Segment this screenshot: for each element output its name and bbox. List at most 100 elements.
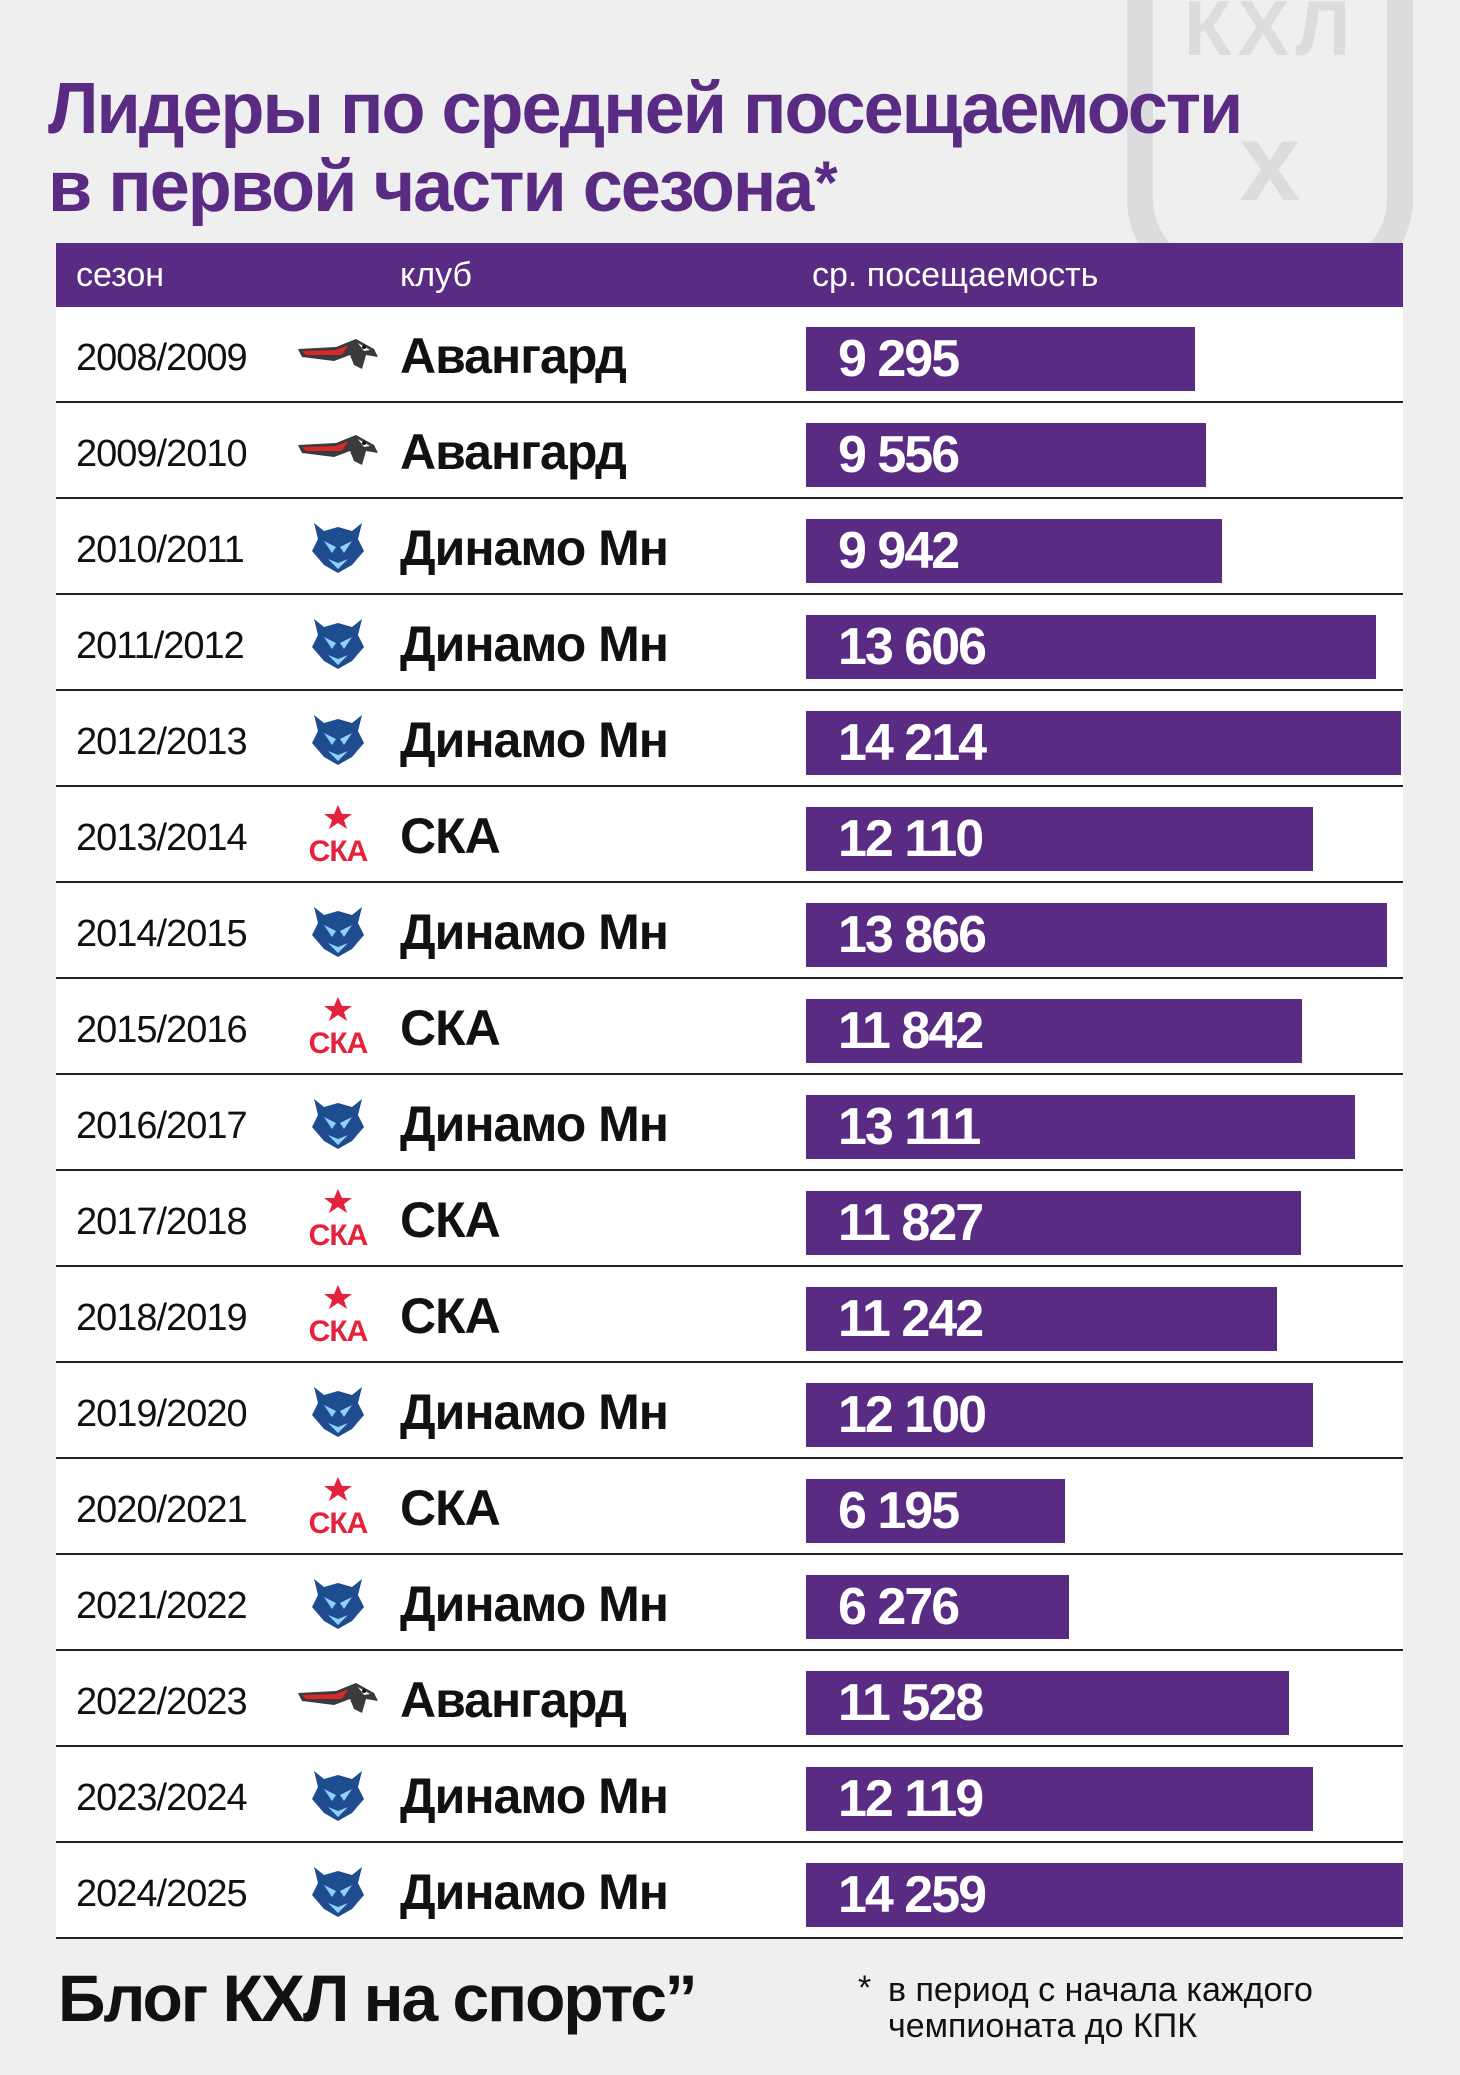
season-label: 2012/2013 <box>76 721 248 763</box>
title-line-2: в первой части сезона <box>48 147 814 227</box>
season-label: 2008/2009 <box>76 337 248 379</box>
attendance-value: 9 942 <box>838 522 960 580</box>
ska-logo: СКА <box>296 1285 380 1348</box>
ska-logo: СКА <box>296 1189 380 1252</box>
dinamo-mn-logo <box>296 613 380 673</box>
season-label: 2017/2018 <box>76 1201 248 1243</box>
footnote-text: в период с начала каждого чемпионата до … <box>888 1971 1313 2045</box>
table-row: 2016/2017 Динамо Мн 13 111 <box>56 1075 1403 1171</box>
season-label: 2015/2016 <box>76 1009 248 1051</box>
club-name: Динамо Мн <box>400 616 669 672</box>
attendance-table: сезон клуб ср. посещаемость 2008/2009 Ава… <box>56 243 1403 1939</box>
table-row: 2017/2018 СКА СКА 11 827 <box>56 1171 1403 1267</box>
table-row: 2010/2011 Динамо Мн 9 942 <box>56 499 1403 595</box>
table-row: 2018/2019 СКА СКА 11 242 <box>56 1267 1403 1363</box>
avangard-logo <box>296 1669 380 1729</box>
table-row: 2020/2021 СКА СКА 6 195 <box>56 1459 1403 1555</box>
ska-logo: СКА <box>296 1477 380 1540</box>
season-label: 2021/2022 <box>76 1585 248 1627</box>
attendance-value: 6 276 <box>838 1578 960 1636</box>
table-row: 2014/2015 Динамо Мн 13 866 <box>56 883 1403 979</box>
attendance-value: 13 866 <box>838 906 987 964</box>
attendance-bar <box>806 1767 1313 1831</box>
attendance-value: 12 110 <box>838 810 984 868</box>
attendance-bar <box>806 1863 1403 1927</box>
svg-text:СКА: СКА <box>309 1507 368 1537</box>
dinamo-mn-logo <box>296 1573 380 1633</box>
season-label: 2009/2010 <box>76 433 248 475</box>
footer-brand: Блог КХЛ на спортс’’ <box>58 1961 697 2035</box>
svg-text:СКА: СКА <box>309 1315 368 1345</box>
avangard-logo <box>296 421 380 481</box>
attendance-bar <box>806 327 1195 391</box>
attendance-bar <box>806 1287 1277 1351</box>
season-label: 2019/2020 <box>76 1393 248 1435</box>
dinamo-mn-logo <box>296 517 380 577</box>
club-name: СКА <box>400 808 501 864</box>
table-row: 2021/2022 Динамо Мн 6 276 <box>56 1555 1403 1651</box>
club-name: Динамо Мн <box>400 1768 669 1824</box>
club-name: Динамо Мн <box>400 1864 669 1920</box>
table-row: 2022/2023 Авангард 11 528 <box>56 1651 1403 1747</box>
club-name: СКА <box>400 1192 501 1248</box>
svg-text:СКА: СКА <box>309 835 368 865</box>
attendance-value: 9 295 <box>838 330 960 388</box>
season-label: 2016/2017 <box>76 1105 248 1147</box>
dinamo-mn-logo <box>296 1093 380 1153</box>
attendance-bar <box>806 615 1376 679</box>
ska-logo: СКА <box>296 997 380 1060</box>
svg-text:х: х <box>1239 101 1300 224</box>
table-row: 2019/2020 Динамо Мн 12 100 <box>56 1363 1403 1459</box>
attendance-value: 11 827 <box>838 1194 984 1252</box>
season-label: 2013/2014 <box>76 817 248 859</box>
attendance-bar <box>806 1575 1069 1639</box>
season-label: 2022/2023 <box>76 1681 248 1723</box>
club-name: Динамо Мн <box>400 1384 669 1440</box>
attendance-value: 6 195 <box>838 1482 960 1540</box>
club-name: Динамо Мн <box>400 1576 669 1632</box>
attendance-value: 12 119 <box>838 1770 984 1828</box>
attendance-value: 14 214 <box>838 714 987 772</box>
watermark-text: КХЛ <box>1184 0 1356 72</box>
svg-text:СКА: СКА <box>309 1219 368 1249</box>
attendance-bar <box>806 1383 1313 1447</box>
attendance-bar <box>806 903 1387 967</box>
table-row: 2012/2013 Динамо Мн 14 214 <box>56 691 1403 787</box>
attendance-value: 11 528 <box>838 1674 984 1732</box>
title-asterisk: * <box>814 149 837 216</box>
attendance-bar <box>806 711 1401 775</box>
attendance-value: 13 111 <box>838 1098 981 1156</box>
attendance-bar <box>806 519 1222 583</box>
attendance-bar <box>806 999 1302 1063</box>
header-season: сезон <box>76 256 165 294</box>
season-label: 2010/2011 <box>76 529 245 571</box>
header-club: клуб <box>400 256 472 294</box>
table-row: 2024/2025 Динамо Мн 14 259 <box>56 1843 1403 1939</box>
table-body: 2008/2009 Авангард 9 295 2009/2010 Авангард 9… <box>56 307 1403 1939</box>
table-row: 2009/2010 Авангард 9 556 <box>56 403 1403 499</box>
attendance-value: 12 100 <box>838 1386 987 1444</box>
table-row: 2015/2016 СКА СКА 11 842 <box>56 979 1403 1075</box>
table-header: сезон клуб ср. посещаемость <box>56 243 1403 307</box>
club-name: СКА <box>400 1480 501 1536</box>
dinamo-mn-logo <box>296 709 380 769</box>
avangard-logo <box>296 325 380 385</box>
attendance-bar <box>806 1479 1065 1543</box>
attendance-bar <box>806 1191 1301 1255</box>
dinamo-mn-logo <box>296 1381 380 1441</box>
footnote-asterisk: * <box>858 1969 872 2007</box>
club-name: Динамо Мн <box>400 904 669 960</box>
dinamo-mn-logo <box>296 1861 380 1921</box>
attendance-value: 9 556 <box>838 426 960 484</box>
dinamo-mn-logo <box>296 1765 380 1825</box>
attendance-bar <box>806 1671 1289 1735</box>
attendance-bar <box>806 1095 1355 1159</box>
attendance-value: 14 259 <box>838 1866 987 1924</box>
svg-text:СКА: СКА <box>309 1027 368 1057</box>
club-name: Динамо Мн <box>400 1096 669 1152</box>
title-line-1: Лидеры по средней посещаемости <box>48 69 1243 149</box>
club-name: СКА <box>400 1000 501 1056</box>
club-name: Авангард <box>400 1672 627 1728</box>
attendance-value: 11 842 <box>838 1002 984 1060</box>
table-row: 2013/2014 СКА СКА 12 110 <box>56 787 1403 883</box>
